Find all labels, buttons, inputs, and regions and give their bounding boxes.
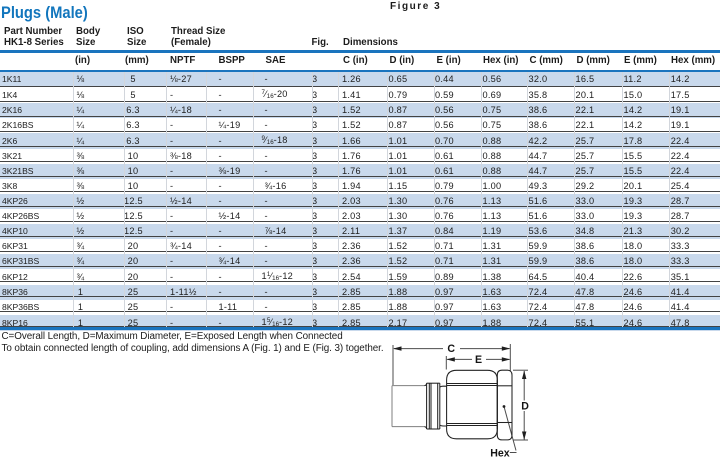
svg-text:C: C — [447, 343, 455, 355]
svg-text:D: D — [521, 401, 529, 413]
svg-text:E: E — [475, 354, 482, 366]
svg-text:Hex: Hex — [490, 448, 510, 460]
